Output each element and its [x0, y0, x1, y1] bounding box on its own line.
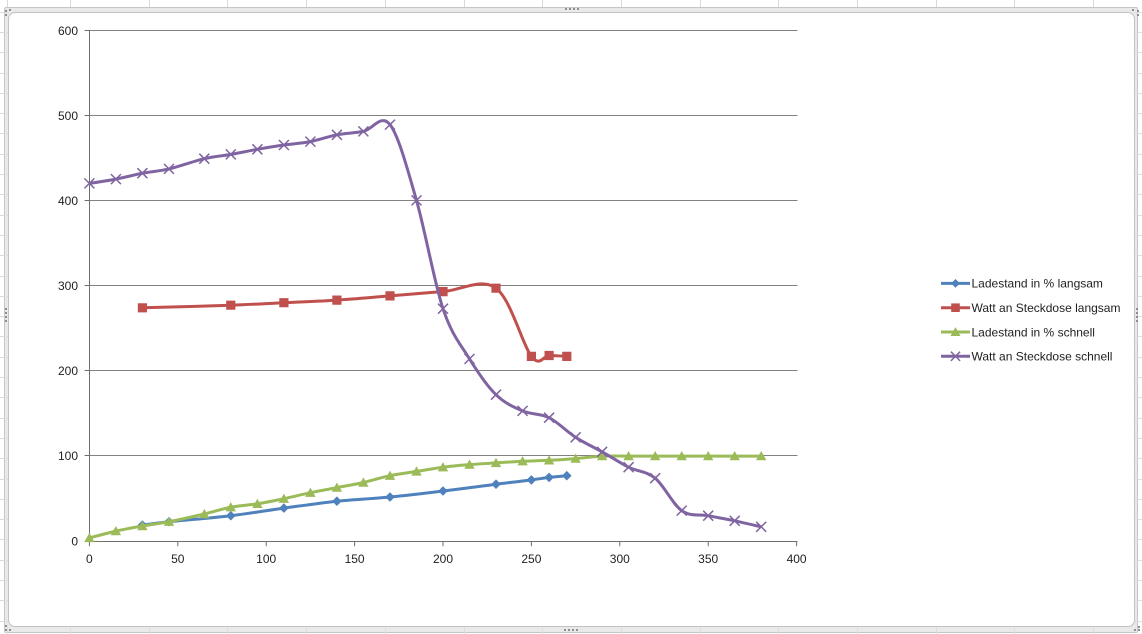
svg-text:150: 150 — [345, 552, 365, 566]
svg-text:350: 350 — [698, 552, 718, 566]
svg-text:Watt an Steckdose langsam: Watt an Steckdose langsam — [972, 301, 1121, 315]
svg-text:400: 400 — [787, 552, 807, 566]
svg-text:100: 100 — [58, 449, 78, 463]
svg-text:200: 200 — [58, 364, 78, 378]
svg-text:300: 300 — [58, 279, 78, 293]
svg-text:Ladestand in % langsam: Ladestand in % langsam — [972, 277, 1103, 291]
svg-text:500: 500 — [58, 109, 78, 123]
svg-text:Watt an Steckdose schnell: Watt an Steckdose schnell — [972, 350, 1113, 364]
svg-text:0: 0 — [71, 535, 78, 549]
svg-text:400: 400 — [58, 194, 78, 208]
svg-text:200: 200 — [433, 552, 453, 566]
svg-text:0: 0 — [86, 552, 93, 566]
svg-text:50: 50 — [171, 552, 185, 566]
svg-text:100: 100 — [256, 552, 276, 566]
svg-text:600: 600 — [58, 24, 78, 38]
svg-text:Ladestand in % schnell: Ladestand in % schnell — [972, 325, 1095, 339]
svg-text:250: 250 — [521, 552, 541, 566]
svg-text:300: 300 — [610, 552, 630, 566]
